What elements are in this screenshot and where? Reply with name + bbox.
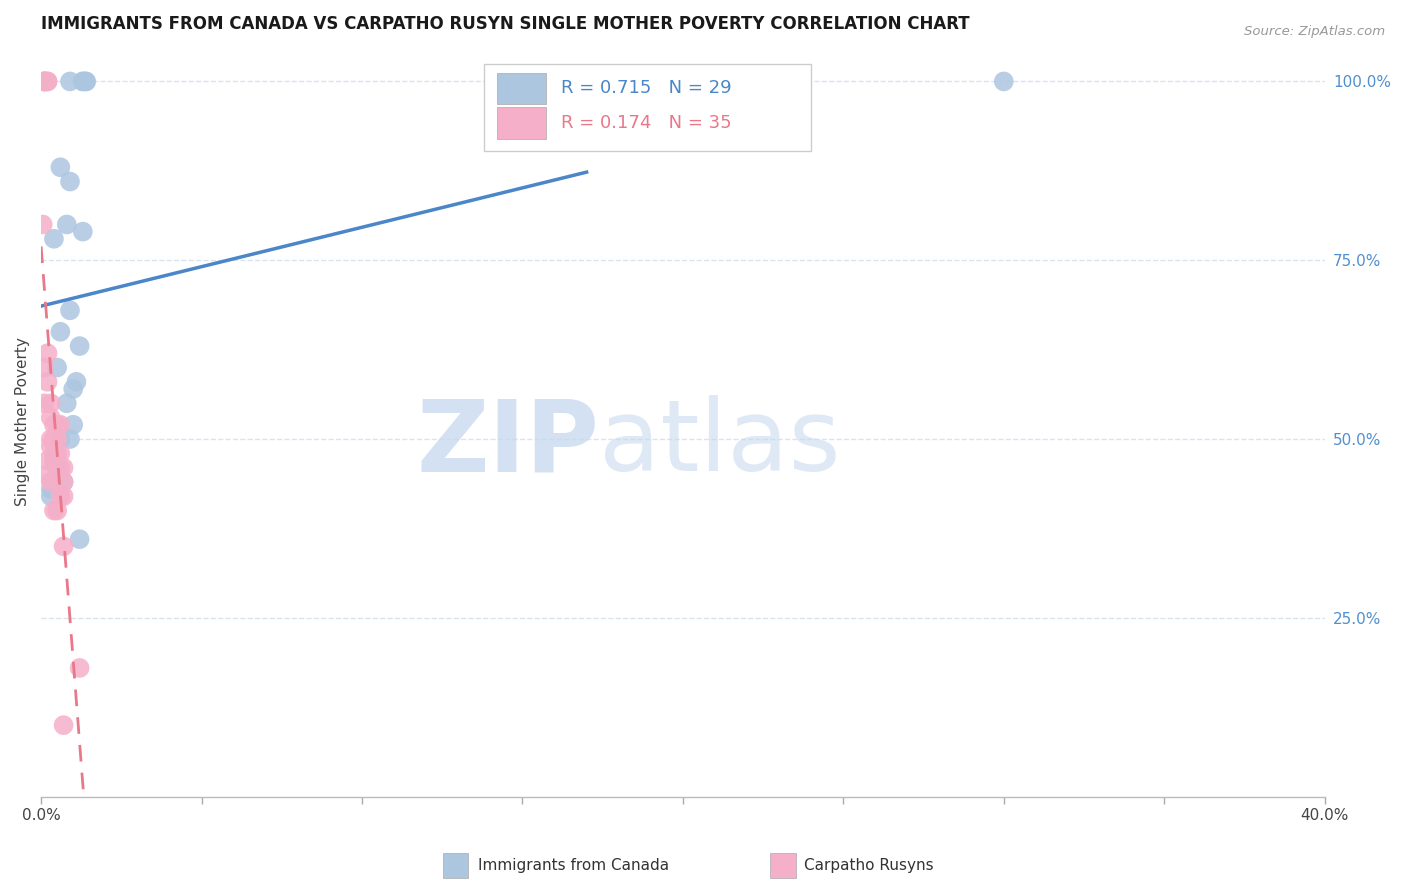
Point <box>42 417 65 432</box>
Point <box>62 382 84 396</box>
FancyBboxPatch shape <box>484 64 811 151</box>
Point <box>59 175 82 189</box>
Point <box>37 346 59 360</box>
FancyBboxPatch shape <box>496 107 546 139</box>
Point <box>42 453 65 467</box>
Point <box>52 718 75 732</box>
Point <box>55 396 77 410</box>
Point <box>46 503 69 517</box>
Point <box>46 432 69 446</box>
Point <box>993 74 1015 88</box>
Point <box>72 74 94 88</box>
Point <box>49 325 72 339</box>
Point <box>42 232 65 246</box>
Y-axis label: Single Mother Poverty: Single Mother Poverty <box>15 337 30 506</box>
Point <box>34 396 56 410</box>
Point <box>72 225 94 239</box>
Point <box>34 74 56 88</box>
Point <box>39 475 62 489</box>
Point <box>42 453 65 467</box>
Point <box>49 417 72 432</box>
Point <box>37 74 59 88</box>
Point <box>34 360 56 375</box>
Point <box>37 453 59 467</box>
Point <box>39 482 62 496</box>
Point <box>72 74 94 88</box>
Point <box>52 460 75 475</box>
Point <box>42 503 65 517</box>
Point <box>75 74 97 88</box>
FancyBboxPatch shape <box>496 73 546 104</box>
Text: Carpatho Rusyns: Carpatho Rusyns <box>804 858 934 872</box>
Point <box>37 74 59 88</box>
Point <box>49 460 72 475</box>
Point <box>46 360 69 375</box>
Point <box>49 432 72 446</box>
Point <box>59 432 82 446</box>
Point <box>52 489 75 503</box>
Point <box>75 74 97 88</box>
Point <box>59 74 82 88</box>
Point <box>46 460 69 475</box>
Point <box>52 475 75 489</box>
Text: atlas: atlas <box>599 395 841 492</box>
Point <box>65 375 87 389</box>
Point <box>37 375 59 389</box>
Point <box>42 432 65 446</box>
Point <box>59 303 82 318</box>
Text: R = 0.174   N = 35: R = 0.174 N = 35 <box>561 114 731 132</box>
Text: IMMIGRANTS FROM CANADA VS CARPATHO RUSYN SINGLE MOTHER POVERTY CORRELATION CHART: IMMIGRANTS FROM CANADA VS CARPATHO RUSYN… <box>41 15 970 33</box>
Text: ZIP: ZIP <box>416 395 599 492</box>
Point <box>34 74 56 88</box>
Point <box>34 74 56 88</box>
Point <box>34 74 56 88</box>
Point <box>52 475 75 489</box>
Point <box>46 417 69 432</box>
Point <box>37 467 59 482</box>
Point <box>69 661 91 675</box>
Text: Immigrants from Canada: Immigrants from Canada <box>478 858 669 872</box>
Point <box>42 446 65 460</box>
Point <box>49 489 72 503</box>
Point <box>49 446 72 460</box>
Point <box>49 161 72 175</box>
Point <box>69 532 91 546</box>
Text: Source: ZipAtlas.com: Source: ZipAtlas.com <box>1244 25 1385 38</box>
Point <box>39 396 62 410</box>
Point <box>52 539 75 553</box>
Point <box>39 439 62 453</box>
Point <box>55 218 77 232</box>
Point <box>39 489 62 503</box>
Point <box>46 446 69 460</box>
Point <box>69 339 91 353</box>
Point <box>62 417 84 432</box>
Point <box>39 410 62 425</box>
Point <box>31 218 53 232</box>
Point <box>39 432 62 446</box>
Text: R = 0.715   N = 29: R = 0.715 N = 29 <box>561 79 731 97</box>
